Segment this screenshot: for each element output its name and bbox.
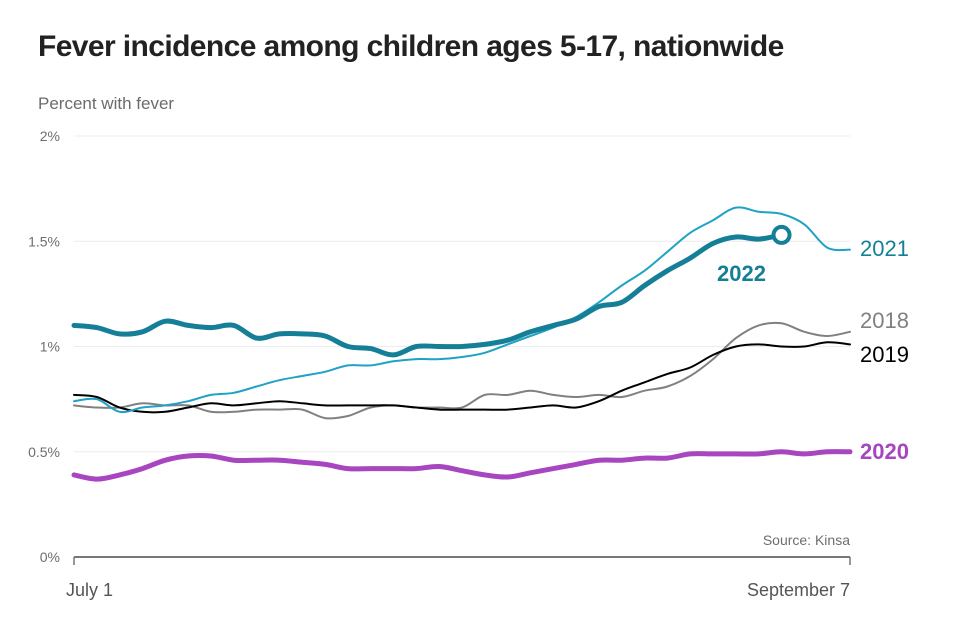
y-axis-title: Percent with fever	[38, 94, 175, 113]
x-tick-label: July 1	[66, 580, 113, 600]
series-label-2019: 2019	[860, 342, 909, 367]
y-tick-label: 0.5%	[28, 444, 60, 460]
series-label-2020: 2020	[860, 439, 909, 464]
series-line-2019	[73, 341, 851, 414]
series-line-2018	[73, 321, 851, 420]
y-axis-ticks: 0% 0.5% 1% 1.5% 2%	[28, 128, 60, 565]
y-tick-label: 2%	[40, 128, 60, 144]
x-tick-label: September 7	[747, 580, 850, 600]
y-tick-label: 0%	[40, 549, 60, 565]
source-note: Source: Kinsa	[763, 532, 850, 548]
series-label-2021: 2021	[860, 236, 909, 261]
series-lines	[71, 206, 853, 482]
series-label-2022: 2022	[717, 261, 766, 286]
series-line-2021	[73, 206, 851, 414]
gridlines	[74, 135, 850, 453]
x-axis: July 1 September 7	[66, 556, 851, 600]
y-tick-label: 1.5%	[28, 233, 60, 249]
series-line-2020	[71, 449, 853, 482]
y-tick-label: 1%	[40, 339, 60, 355]
end-marker-2022	[771, 224, 792, 245]
series-line-2022	[71, 232, 784, 358]
chart-title: Fever incidence among children ages 5-17…	[38, 30, 784, 63]
series-labels: 2020 2018 2019 2021 2022	[717, 236, 909, 464]
series-label-2018: 2018	[860, 308, 909, 333]
